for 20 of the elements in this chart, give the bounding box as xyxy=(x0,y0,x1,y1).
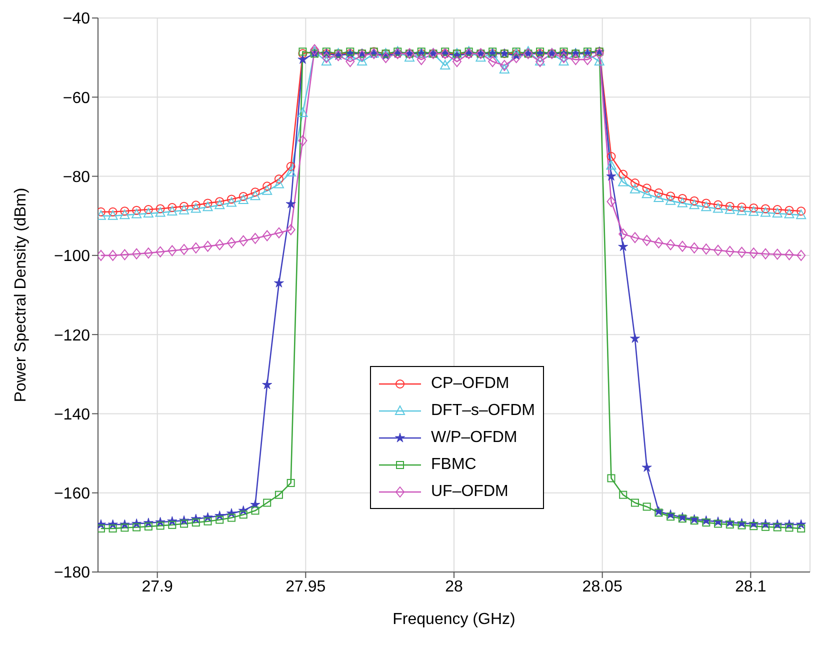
y-tick-label: −140 xyxy=(54,406,90,424)
legend-label: FBMC xyxy=(431,456,476,474)
legend-label: CP–OFDM xyxy=(431,374,510,392)
x-tick-label: 27.95 xyxy=(286,578,326,596)
x-tick-label: 28.05 xyxy=(582,578,622,596)
y-tick-label: −100 xyxy=(54,248,90,266)
y-tick-label: −180 xyxy=(54,564,90,582)
legend-label: UF–OFDM xyxy=(431,482,508,500)
y-axis-title: Power Spectral Density (dBm) xyxy=(12,188,30,402)
x-tick-label: 27.9 xyxy=(142,578,174,596)
y-tick-label: −120 xyxy=(54,327,90,344)
y-tick-label: −40 xyxy=(62,10,90,28)
x-tick-label: 28.1 xyxy=(735,578,766,596)
y-tick-label: −60 xyxy=(62,90,90,107)
y-tick-label: −80 xyxy=(62,168,90,186)
x-tick-label: 28 xyxy=(445,578,463,596)
y-tick-label: −160 xyxy=(54,486,90,503)
legend-label: W/P–OFDM xyxy=(431,428,518,446)
x-axis-title: Frequency (GHz) xyxy=(392,611,516,628)
legend-label: DFT–s–OFDM xyxy=(431,402,535,420)
